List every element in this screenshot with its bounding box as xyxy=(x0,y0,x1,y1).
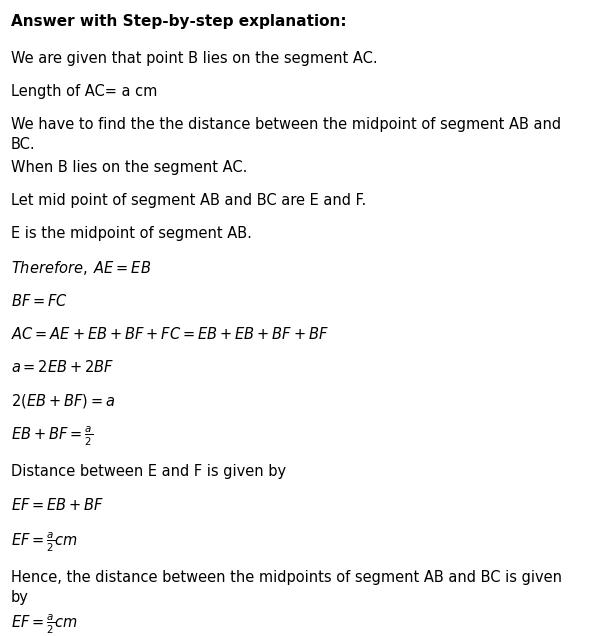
Text: Hence, the distance between the midpoints of segment AB and BC is given
by: Hence, the distance between the midpoint… xyxy=(11,570,562,605)
Text: $EB + BF = \frac{a}{2}$: $EB + BF = \frac{a}{2}$ xyxy=(11,425,93,448)
Text: Answer with Step-by-step explanation:: Answer with Step-by-step explanation: xyxy=(11,14,347,29)
Text: We are given that point B lies on the segment AC.: We are given that point B lies on the se… xyxy=(11,51,378,66)
Text: $BF = FC$: $BF = FC$ xyxy=(11,293,68,308)
Text: Length of AC= a cm: Length of AC= a cm xyxy=(11,84,157,99)
Text: $a = 2EB + 2BF$: $a = 2EB + 2BF$ xyxy=(11,359,114,375)
Text: $EF = \frac{a}{2}cm$: $EF = \frac{a}{2}cm$ xyxy=(11,613,78,636)
Text: We have to find the the distance between the midpoint of segment AB and
BC.: We have to find the the distance between… xyxy=(11,117,561,152)
Text: $EF = \frac{a}{2}cm$: $EF = \frac{a}{2}cm$ xyxy=(11,530,78,554)
Text: $AC = AE + EB + BF + FC = EB + EB + BF + BF$: $AC = AE + EB + BF + FC = EB + EB + BF +… xyxy=(11,326,329,342)
Text: $2(EB + BF) = a$: $2(EB + BF) = a$ xyxy=(11,392,115,410)
Text: E is the midpoint of segment AB.: E is the midpoint of segment AB. xyxy=(11,226,252,242)
Text: $Therefore,\; AE = EB$: $Therefore,\; AE = EB$ xyxy=(11,259,152,277)
Text: Let mid point of segment AB and BC are E and F.: Let mid point of segment AB and BC are E… xyxy=(11,193,367,209)
Text: When B lies on the segment AC.: When B lies on the segment AC. xyxy=(11,160,247,176)
Text: $EF = EB + BF$: $EF = EB + BF$ xyxy=(11,497,104,513)
Text: Distance between E and F is given by: Distance between E and F is given by xyxy=(11,464,286,480)
